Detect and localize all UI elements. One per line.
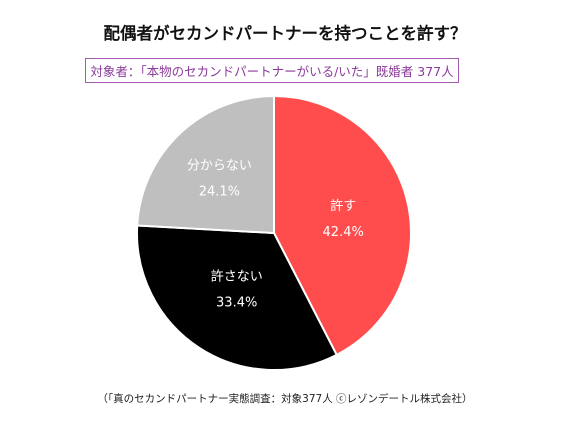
slice-label-1: 許す (330, 199, 356, 214)
source-note: （「真のセカンドパートナー実態調査：対象377人 ⓒレゾンデートル株式会社） (97, 393, 473, 405)
chart-title: 配偶者がセカンドパートナーを持つことを許す？ (103, 24, 467, 43)
pie-slice-2 (136, 224, 338, 371)
slice-label-3: 分からない (187, 158, 252, 173)
pie-slice-3 (136, 94, 275, 235)
slice-value-2: 33.4% (216, 296, 257, 311)
slice-value-3: 24.1% (199, 184, 240, 199)
slice-value-1: 42.4% (323, 225, 364, 240)
pie-slice-1 (273, 94, 412, 357)
survey-subject-box: 対象者：「本物のセカンドパートナーがいる/いた」既婚者 377人 (85, 58, 459, 83)
survey-subject-text: 対象者：「本物のセカンドパートナーがいる/いた」既婚者 377人 (90, 64, 454, 79)
slice-label-2: 許さない (211, 270, 263, 285)
